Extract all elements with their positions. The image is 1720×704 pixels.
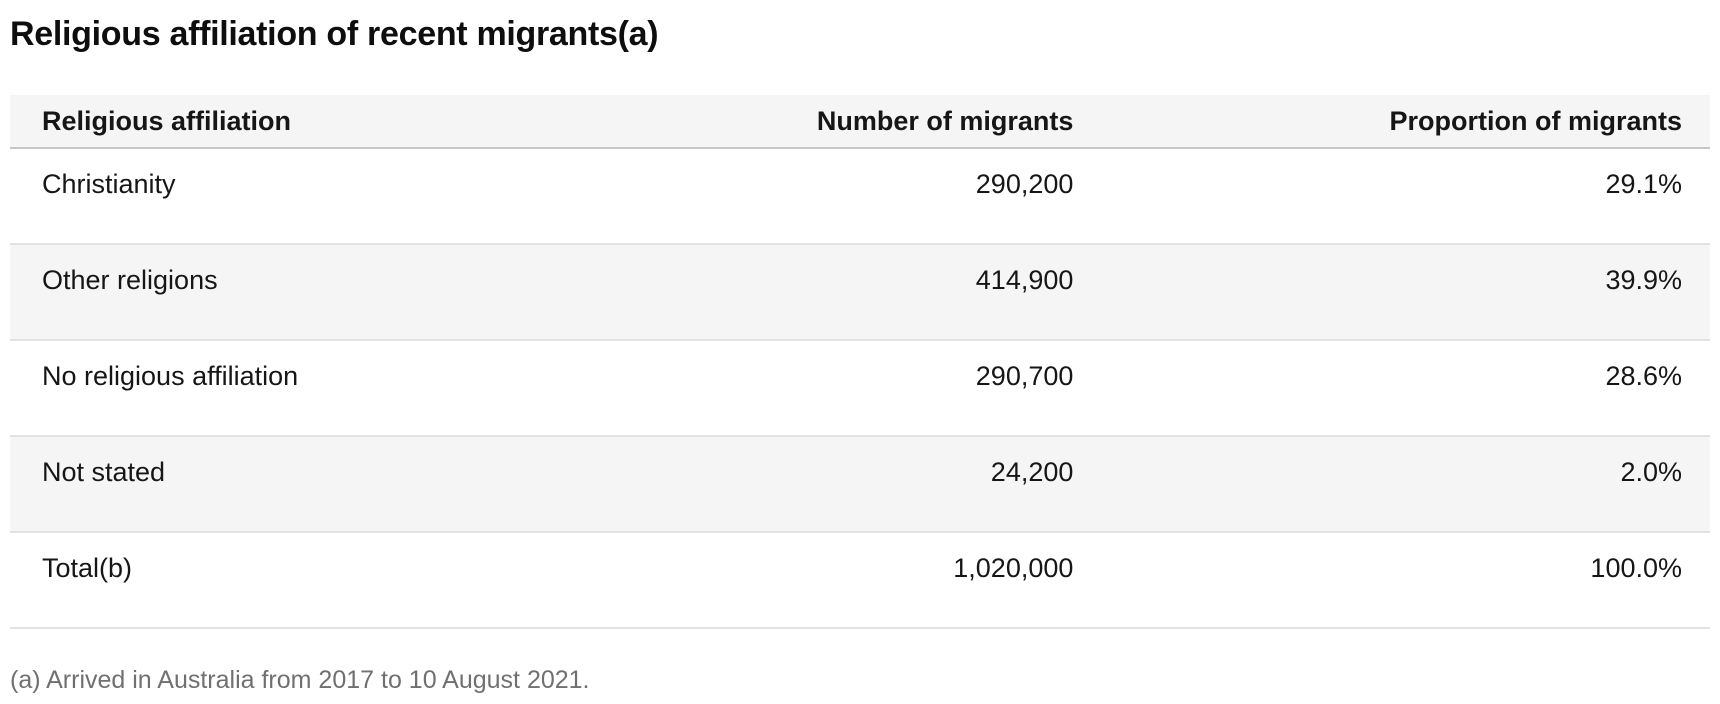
row-proportion: 39.9% [1101,244,1710,341]
row-number: 1,020,000 [571,532,1102,629]
religious-affiliation-table: Religious affiliation Number of migrants… [10,95,1710,629]
row-label: Total(b) [10,532,571,629]
row-label: Christianity [10,148,571,245]
row-label: Other religions [10,244,571,341]
header-number-of-migrants: Number of migrants [571,95,1102,149]
row-number: 290,700 [571,340,1102,437]
table-row: Other religions 414,900 39.9% [10,244,1710,341]
row-proportion: 28.6% [1101,340,1710,437]
header-religious-affiliation: Religious affiliation [10,95,571,149]
table-body: Christianity 290,200 29.1% Other religio… [10,148,1710,629]
table-title: Religious affiliation of recent migrants… [10,15,659,53]
table-row: Not stated 24,200 2.0% [10,436,1710,533]
header-proportion-of-migrants: Proportion of migrants [1101,95,1710,149]
row-number: 414,900 [571,244,1102,341]
row-proportion: 2.0% [1101,436,1710,533]
row-label: No religious affiliation [10,340,571,437]
row-proportion: 29.1% [1101,148,1710,245]
row-label: Not stated [10,436,571,533]
row-proportion: 100.0% [1101,532,1710,629]
table-row: Christianity 290,200 29.1% [10,148,1710,245]
header-row: Religious affiliation Number of migrants… [10,95,1710,149]
page: Religious affiliation of recent migrants… [0,14,1720,695]
row-number: 290,200 [571,148,1102,245]
row-number: 24,200 [571,436,1102,533]
table-row: No religious affiliation 290,700 28.6% [10,340,1710,437]
table-header: Religious affiliation Number of migrants… [10,95,1710,149]
footnote: (a) Arrived in Australia from 2017 to 10… [10,666,590,694]
table-row-total: Total(b) 1,020,000 100.0% [10,532,1710,629]
